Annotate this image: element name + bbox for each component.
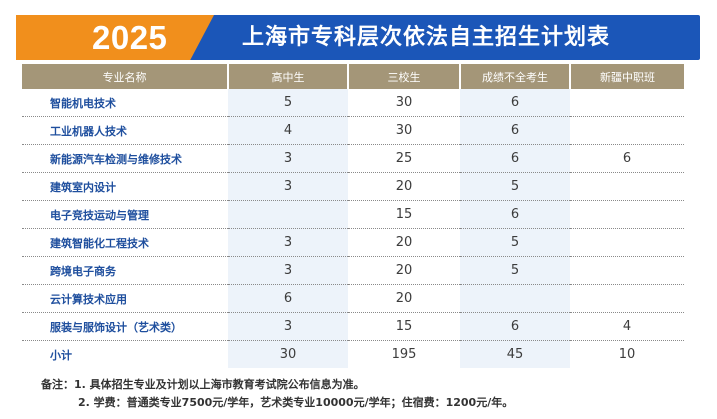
incomplete-scores-count: 6 bbox=[460, 116, 570, 145]
high-school-count: 4 bbox=[228, 116, 348, 145]
major-name: 电子竞技运动与管理 bbox=[22, 200, 228, 229]
incomplete-scores-count: 6 bbox=[460, 312, 570, 341]
three-schools-count: 15 bbox=[348, 200, 460, 229]
table-row: 工业机器人技术 4 30 6 bbox=[22, 116, 684, 145]
xinjiang-class-count bbox=[570, 172, 684, 201]
subtotal-label: 小计 bbox=[50, 348, 72, 362]
column-header-incomplete-scores: 成绩不全考生 bbox=[459, 64, 571, 89]
column-header-high-school: 高中生 bbox=[227, 64, 349, 89]
table-row: 云计算技术应用 6 20 bbox=[22, 284, 684, 313]
major-name: 工业机器人技术 bbox=[22, 116, 228, 145]
high-school-count bbox=[228, 200, 348, 229]
three-schools-count: 25 bbox=[348, 144, 460, 173]
table-row: 建筑智能化工程技术 3 20 5 bbox=[22, 228, 684, 257]
three-schools-count: 20 bbox=[348, 172, 460, 201]
table-row: 新能源汽车检测与维修技术 3 25 6 6 bbox=[22, 144, 684, 173]
high-school-count: 3 bbox=[228, 228, 348, 257]
subtotal-three-schools: 195 bbox=[391, 347, 417, 362]
major-name: 服装与服饰设计（艺术类） bbox=[22, 312, 228, 341]
high-school-count: 6 bbox=[228, 284, 348, 313]
subtotal-high-school: 30 bbox=[228, 340, 348, 368]
high-school-count: 3 bbox=[228, 144, 348, 173]
table-row: 跨境电子商务 3 20 5 bbox=[22, 256, 684, 285]
xinjiang-class-count: 6 bbox=[570, 144, 684, 173]
xinjiang-class-count: 4 bbox=[570, 312, 684, 341]
footnote-1: 备注：1. 具体招生专业及计划以上海市教育考试院公布信息为准。 bbox=[41, 378, 365, 391]
major-name: 建筑室内设计 bbox=[22, 172, 228, 201]
incomplete-scores-count: 5 bbox=[460, 256, 570, 285]
enrollment-plan-table: 专业名称 高中生 三校生 成绩不全考生 新疆中职班 智能机电技术 5 30 6 … bbox=[22, 64, 684, 368]
high-school-count: 3 bbox=[228, 312, 348, 341]
major-name: 云计算技术应用 bbox=[22, 284, 228, 313]
table-row: 电子竞技运动与管理 15 6 bbox=[22, 200, 684, 229]
high-school-count: 3 bbox=[228, 172, 348, 201]
footnotes: 备注：1. 具体招生专业及计划以上海市教育考试院公布信息为准。 2. 学费：普通… bbox=[41, 376, 513, 412]
table-row: 建筑室内设计 3 20 5 bbox=[22, 172, 684, 201]
table-row: 服装与服饰设计（艺术类） 3 15 6 4 bbox=[22, 312, 684, 341]
incomplete-scores-count: 6 bbox=[460, 89, 570, 117]
incomplete-scores-count: 6 bbox=[460, 144, 570, 173]
xinjiang-class-count bbox=[570, 284, 684, 313]
banner-title: 上海市专科层次依法自主招生计划表 bbox=[242, 25, 611, 50]
banner-orange-tab bbox=[16, 15, 214, 60]
column-header-xinjiang-class: 新疆中职班 bbox=[569, 64, 684, 89]
three-schools-count: 30 bbox=[348, 116, 460, 145]
xinjiang-class-count bbox=[570, 116, 684, 145]
subtotal-xinjiang-class: 10 bbox=[618, 347, 636, 362]
three-schools-count: 30 bbox=[348, 89, 460, 117]
xinjiang-class-count bbox=[570, 256, 684, 285]
major-name: 跨境电子商务 bbox=[22, 256, 228, 285]
incomplete-scores-count: 5 bbox=[460, 172, 570, 201]
banner-year: 2025 bbox=[92, 19, 168, 56]
xinjiang-class-count bbox=[570, 200, 684, 229]
title-banner: 2025 上海市专科层次依法自主招生计划表 bbox=[16, 15, 700, 60]
three-schools-count: 20 bbox=[348, 256, 460, 285]
xinjiang-class-count bbox=[570, 228, 684, 257]
major-name: 建筑智能化工程技术 bbox=[22, 228, 228, 257]
footnote-2: 2. 学费：普通类专业7500元/学年，艺术类专业10000元/学年；住宿费：1… bbox=[78, 396, 514, 409]
high-school-count: 3 bbox=[228, 256, 348, 285]
incomplete-scores-count bbox=[460, 284, 570, 313]
three-schools-count: 20 bbox=[348, 284, 460, 313]
subtotal-incomplete-scores: 45 bbox=[460, 340, 570, 368]
table-row: 智能机电技术 5 30 6 bbox=[22, 89, 684, 117]
major-name: 智能机电技术 bbox=[22, 89, 228, 117]
three-schools-count: 15 bbox=[348, 312, 460, 341]
subtotal-row: 小计 30 195 45 10 bbox=[22, 340, 684, 368]
high-school-count: 5 bbox=[228, 89, 348, 117]
table-header-row: 专业名称 高中生 三校生 成绩不全考生 新疆中职班 bbox=[22, 64, 684, 89]
column-header-major: 专业名称 bbox=[22, 64, 229, 89]
major-name: 新能源汽车检测与维修技术 bbox=[22, 144, 228, 173]
xinjiang-class-count bbox=[570, 89, 684, 117]
three-schools-count: 20 bbox=[348, 228, 460, 257]
column-header-three-schools: 三校生 bbox=[347, 64, 461, 89]
incomplete-scores-count: 6 bbox=[460, 200, 570, 229]
incomplete-scores-count: 5 bbox=[460, 228, 570, 257]
